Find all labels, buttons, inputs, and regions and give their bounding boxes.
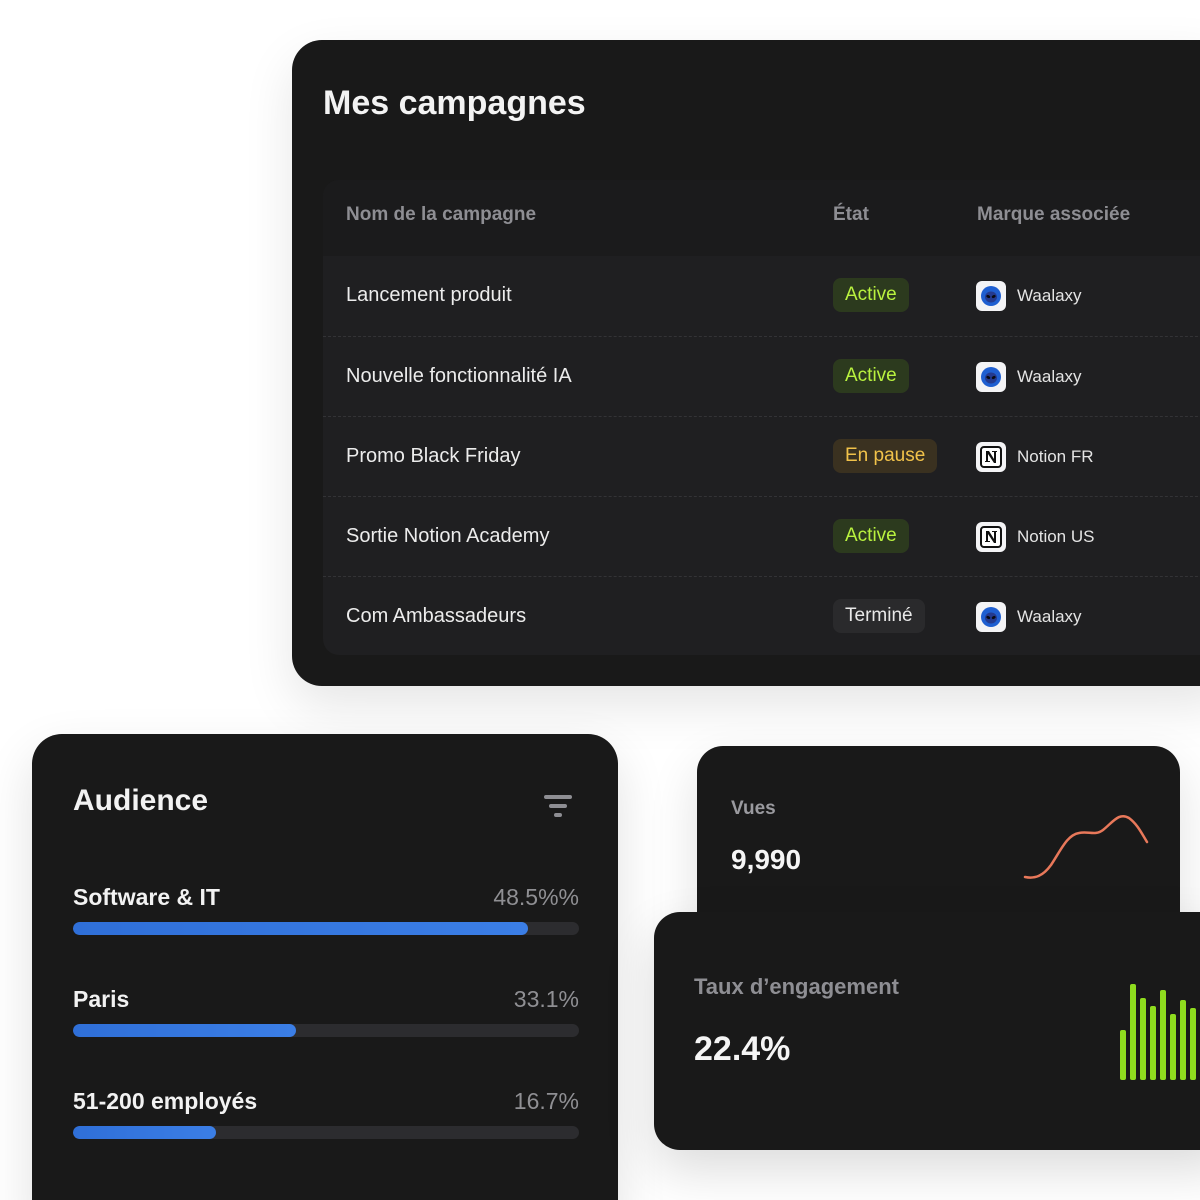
progress-track [73,1024,579,1037]
audience-item-label: Paris [73,986,130,1012]
progress-fill [73,1126,217,1139]
campaign-name: Sortie Notion Academy [346,525,550,547]
brand-cell[interactable]: Waalaxy [976,362,1082,392]
campaign-name: Nouvelle fonctionnalité IA [346,365,572,387]
engagement-value: 22.4% [694,1030,791,1068]
header-brand[interactable]: Marque associée [977,204,1131,225]
progress-fill [73,1024,296,1037]
audience-item: 51-200 employés 16.7% [73,1088,579,1148]
status-badge: Active [833,519,909,553]
notion-icon [976,442,1006,472]
status-badge: Active [833,278,909,312]
progress-track [73,922,579,935]
status-badge: En pause [833,439,938,473]
campaigns-card: Mes campagnes Nom de la campagne État Ma… [292,40,1200,686]
audience-card: Audience Software & IT 48.5%% Paris 33.1% 51… [32,734,618,1200]
audience-item-value: 16.7% [513,1088,579,1114]
views-sparkline [1023,814,1149,879]
brand-cell[interactable]: Notion FR [976,442,1094,472]
campaigns-title: Mes campagnes [323,84,586,122]
table-row[interactable]: Nouvelle fonctionnalité IA Active Waalaxy [323,336,1200,416]
engagement-label: Taux d’engagement [694,974,899,999]
table-header: Nom de la campagne État Marque associée [323,180,1200,256]
brand-cell[interactable]: Waalaxy [976,281,1082,311]
header-state[interactable]: État [833,204,869,225]
brand-name: Waalaxy [1017,607,1082,626]
table-row[interactable]: Promo Black Friday En pause Notion FR [323,416,1200,496]
audience-item-value: 33.1% [513,986,579,1012]
engagement-card: Taux d’engagement 22.4% [654,912,1200,1150]
brand-name: Waalaxy [1017,286,1082,305]
campaign-name: Com Ambassadeurs [346,605,527,627]
table-row[interactable]: Lancement produit Active Waalaxy [323,256,1200,336]
views-label: Vues [731,798,776,819]
campaigns-table: Nom de la campagne État Marque associée … [323,180,1200,655]
engagement-bars [1120,984,1196,1080]
audience-item-value: 48.5%% [493,884,579,910]
audience-title: Audience [73,784,209,817]
alien-icon [976,602,1006,632]
brand-cell[interactable]: Waalaxy [976,602,1082,632]
filter-icon[interactable] [544,794,572,823]
brand-name: Waalaxy [1017,367,1082,386]
brand-name: Notion US [1017,527,1095,546]
audience-item: Paris 33.1% [73,986,579,1046]
alien-icon [976,281,1006,311]
progress-fill [73,922,529,935]
alien-icon [976,362,1006,392]
views-value: 9,990 [731,844,802,875]
header-campaign-name[interactable]: Nom de la campagne [346,204,537,225]
table-row[interactable]: Sortie Notion Academy Active Notion US [323,496,1200,576]
table-row[interactable]: Com Ambassadeurs Terminé Waalaxy [323,576,1200,655]
brand-cell[interactable]: Notion US [976,522,1094,552]
audience-item-label: 51-200 employés [73,1088,258,1114]
progress-track [73,1126,579,1139]
status-badge: Active [833,359,909,393]
audience-item: Software & IT 48.5%% [73,884,579,944]
status-badge: Terminé [833,599,925,633]
notion-icon [976,522,1006,552]
campaign-name: Promo Black Friday [346,445,521,467]
campaign-name: Lancement produit [346,284,512,306]
brand-name: Notion FR [1017,447,1094,466]
audience-item-label: Software & IT [73,884,220,910]
